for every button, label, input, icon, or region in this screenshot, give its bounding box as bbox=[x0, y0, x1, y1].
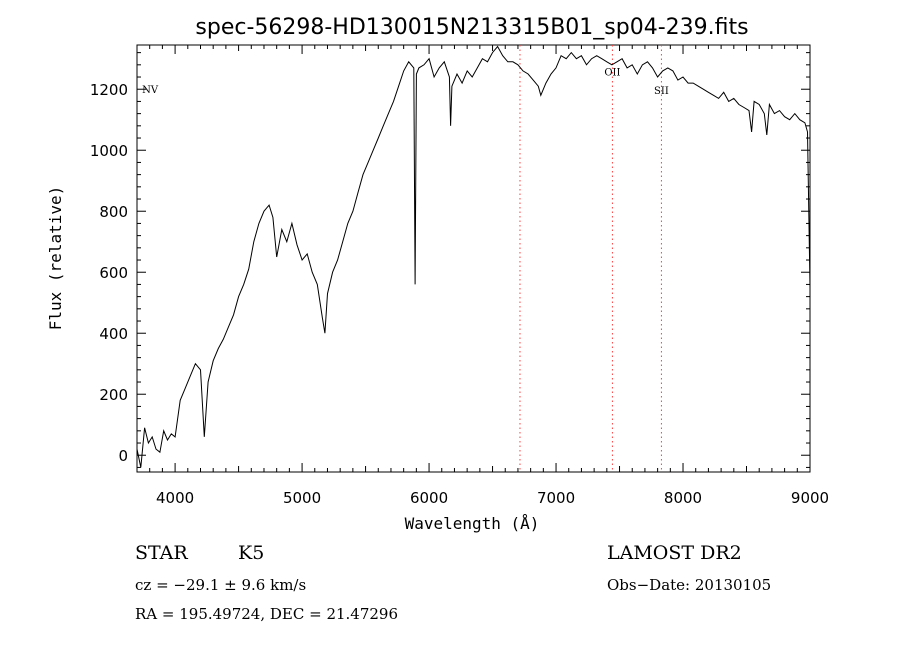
object-type: STAR bbox=[135, 542, 188, 564]
y-tick-label: 400 bbox=[99, 325, 128, 343]
y-axis: 0 200 400 600 800 1000 1200 bbox=[90, 52, 810, 468]
line-label: NV bbox=[142, 85, 159, 96]
x-axis-label: Wavelength (Å) bbox=[405, 514, 540, 533]
chart-title: spec-56298-HD130015N213315B01_sp04-239.f… bbox=[195, 15, 748, 40]
line-label: OII bbox=[604, 68, 620, 79]
x-tick-label: 8000 bbox=[664, 489, 702, 507]
line-label: SII bbox=[654, 86, 669, 97]
x-axis: 4000 5000 6000 7000 8000 9000 bbox=[136, 45, 829, 507]
x-tick-label: 5000 bbox=[283, 489, 321, 507]
observation-date: Obs−Date: 20130105 bbox=[607, 576, 771, 594]
coordinates-readout: RA = 195.49724, DEC = 21.47296 bbox=[135, 605, 398, 623]
x-tick-label: 4000 bbox=[156, 489, 194, 507]
y-tick-label: 600 bbox=[99, 264, 128, 282]
plot-frame bbox=[136, 44, 811, 473]
subclass: K5 bbox=[238, 542, 264, 564]
y-axis-label: Flux (relative) bbox=[46, 186, 65, 331]
x-tick-label: 6000 bbox=[410, 489, 448, 507]
y-tick-label: 200 bbox=[99, 386, 128, 404]
spectrum-trace bbox=[136, 45, 811, 468]
x-tick-label: 7000 bbox=[537, 489, 575, 507]
survey-name: LAMOST DR2 bbox=[607, 542, 742, 564]
line-markers: NV OII SII bbox=[142, 45, 669, 472]
redshift-readout: cz = −29.1 ± 9.6 km/s bbox=[135, 576, 306, 594]
y-tick-label: 0 bbox=[118, 447, 128, 465]
y-tick-label: 800 bbox=[99, 203, 128, 221]
y-tick-label: 1200 bbox=[90, 81, 128, 99]
y-tick-label: 1000 bbox=[90, 142, 128, 160]
x-tick-label: 9000 bbox=[791, 489, 829, 507]
